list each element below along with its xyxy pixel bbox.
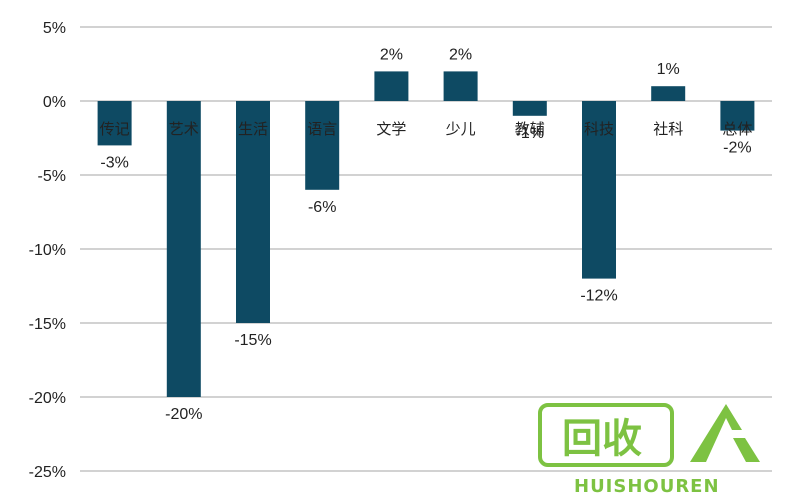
y-tick-label: -20% xyxy=(29,390,66,407)
watermark-logo-text: 回收 xyxy=(562,416,642,462)
data-label: -12% xyxy=(580,288,617,305)
data-label: -6% xyxy=(308,199,336,216)
bar-9 xyxy=(651,86,686,101)
bar-4 xyxy=(305,101,340,190)
y-tick-label: -15% xyxy=(29,316,66,333)
watermark-frame xyxy=(538,403,674,467)
bar-8 xyxy=(582,101,616,279)
data-label: 1% xyxy=(657,61,680,78)
bars xyxy=(97,71,755,397)
bar-3 xyxy=(236,101,270,323)
bar-10 xyxy=(720,101,755,131)
category-label: 语言 xyxy=(307,120,337,138)
category-label: 教辅 xyxy=(515,120,545,138)
data-label: -1% xyxy=(516,125,544,142)
category-label: 传记 xyxy=(100,120,130,138)
data-label: -15% xyxy=(234,332,271,349)
category-label: 少儿 xyxy=(446,120,476,138)
data-label: -2% xyxy=(723,140,751,157)
y-axis-ticks: 5% 0% -5% -10% -15% -20% -25% xyxy=(29,20,66,481)
data-label: 2% xyxy=(449,46,472,63)
category-label: 艺术 xyxy=(169,120,199,138)
bar-2 xyxy=(166,101,201,397)
data-label: -20% xyxy=(165,406,202,423)
bar-7 xyxy=(512,101,547,116)
category-label: 总体 xyxy=(722,120,752,138)
bar-5 xyxy=(374,71,409,101)
watermark-logo: 回收 HUISHOUREN xyxy=(538,403,760,497)
y-tick-label: -5% xyxy=(38,168,66,185)
category-label: 社科 xyxy=(653,120,683,138)
category-label: 科技 xyxy=(584,120,614,138)
category-label: 生活 xyxy=(238,120,268,138)
y-tick-label: -25% xyxy=(29,464,66,481)
data-label: 2% xyxy=(380,46,403,63)
bar-1 xyxy=(97,101,132,146)
y-tick-label: 5% xyxy=(43,20,66,37)
watermark-person-icon xyxy=(690,404,760,462)
y-tick-label: -10% xyxy=(29,242,66,259)
data-label: -3% xyxy=(100,154,128,171)
category-label: 文学 xyxy=(376,120,406,138)
category-labels: 传记 艺术 生活 语言 文学 少儿 教辅 科技 社科 总体 xyxy=(100,120,753,138)
data-labels: -3% -20% -15% -6% 2% 2% -1% -12% 1% -2% xyxy=(100,46,751,423)
bar-6 xyxy=(443,71,478,101)
watermark-brand-text: HUISHOUREN xyxy=(574,476,720,497)
y-tick-label: 0% xyxy=(43,94,66,111)
